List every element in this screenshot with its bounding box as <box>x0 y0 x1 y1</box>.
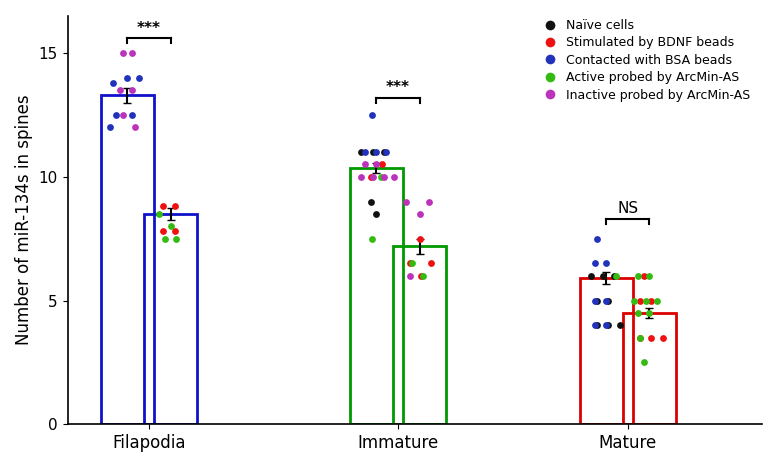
Point <box>126 86 138 94</box>
Point <box>610 272 622 280</box>
Point <box>153 210 166 218</box>
Point <box>129 124 141 131</box>
Bar <box>623 313 676 425</box>
Point <box>637 272 650 280</box>
Legend: Naïve cells, Stimulated by BDNF beads, Contacted with BSA beads, Active probed b: Naïve cells, Stimulated by BDNF beads, C… <box>533 14 756 106</box>
Point <box>413 235 426 242</box>
Point <box>643 272 656 280</box>
Point <box>602 322 615 329</box>
Point <box>404 260 416 267</box>
Point <box>364 173 377 181</box>
Point <box>170 235 183 242</box>
Point <box>359 161 371 168</box>
Point <box>365 111 378 119</box>
Point <box>589 260 601 267</box>
Point <box>370 161 382 168</box>
Point <box>126 111 138 119</box>
Point <box>596 272 608 280</box>
Point <box>378 149 390 156</box>
Point <box>634 297 646 304</box>
Point <box>639 297 652 304</box>
Point <box>645 334 657 341</box>
Point <box>380 149 392 156</box>
Point <box>367 173 379 181</box>
Point <box>378 173 390 181</box>
Point <box>157 227 169 235</box>
Point <box>164 223 176 230</box>
Bar <box>145 214 197 425</box>
Point <box>632 272 644 280</box>
Point <box>121 74 134 82</box>
Point <box>600 260 612 267</box>
Point <box>364 198 377 205</box>
Point <box>117 50 129 57</box>
Point <box>355 149 368 156</box>
Text: NS: NS <box>618 201 639 216</box>
Y-axis label: Number of miR-134s in spines: Number of miR-134s in spines <box>15 95 33 346</box>
Point <box>602 297 615 304</box>
Point <box>359 149 371 156</box>
Point <box>365 235 378 242</box>
Point <box>117 111 129 119</box>
Bar <box>580 278 632 425</box>
Point <box>600 322 612 329</box>
Point <box>425 260 437 267</box>
Point <box>637 359 650 366</box>
Point <box>169 203 182 210</box>
Point <box>415 272 427 280</box>
Point <box>657 334 669 341</box>
Bar <box>101 95 154 425</box>
Point <box>110 111 122 119</box>
Point <box>169 227 182 235</box>
Point <box>367 149 379 156</box>
Point <box>388 173 400 181</box>
Point <box>417 272 430 280</box>
Point <box>634 334 646 341</box>
Text: ***: *** <box>137 21 161 36</box>
Point <box>404 272 416 280</box>
Point <box>423 198 435 205</box>
Point <box>634 334 646 341</box>
Point <box>585 272 598 280</box>
Point <box>159 235 171 242</box>
Point <box>643 309 656 317</box>
Point <box>651 297 664 304</box>
Point <box>104 124 117 131</box>
Point <box>413 210 426 218</box>
Point <box>355 173 368 181</box>
Point <box>370 210 382 218</box>
Point <box>106 79 119 86</box>
Point <box>632 309 644 317</box>
Point <box>591 322 603 329</box>
Text: ***: *** <box>386 80 410 95</box>
Point <box>591 297 603 304</box>
Point <box>133 74 145 82</box>
Point <box>614 322 626 329</box>
Point <box>628 297 640 304</box>
Bar <box>350 168 402 425</box>
Point <box>376 161 388 168</box>
Point <box>600 297 612 304</box>
Bar <box>393 246 446 425</box>
Point <box>591 235 603 242</box>
Point <box>370 149 382 156</box>
Point <box>126 50 138 57</box>
Point <box>400 198 413 205</box>
Point <box>589 297 601 304</box>
Point <box>157 203 169 210</box>
Point <box>645 297 657 304</box>
Point <box>113 86 126 94</box>
Point <box>608 272 620 280</box>
Point <box>375 173 388 181</box>
Point <box>589 322 601 329</box>
Point <box>406 260 418 267</box>
